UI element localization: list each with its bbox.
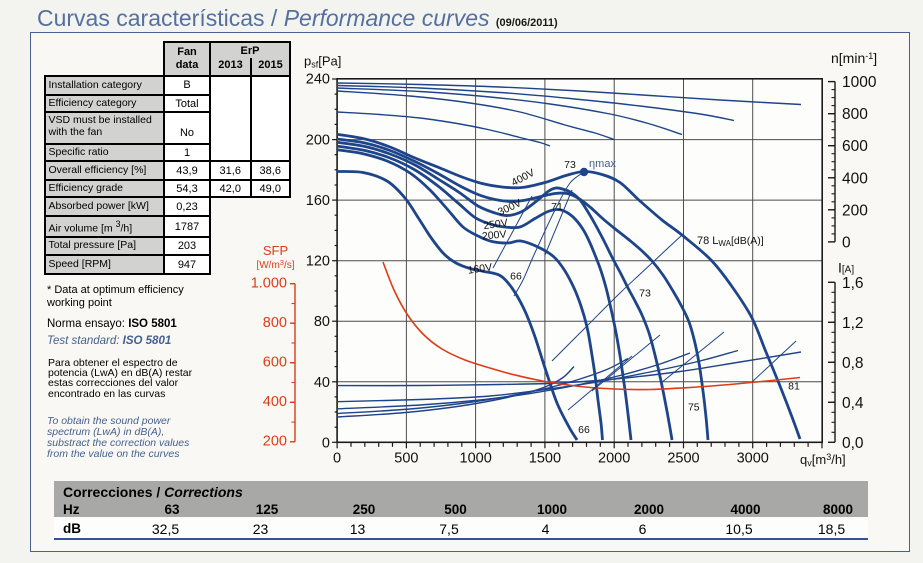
svg-text:66: 66 <box>510 271 522 283</box>
svg-text:3000: 3000 <box>737 451 769 467</box>
svg-text:1,6: 1,6 <box>842 275 864 292</box>
svg-text:200: 200 <box>306 133 330 149</box>
svg-text:78 LWA[dB(A)]: 78 LWA[dB(A)] <box>697 235 764 248</box>
svg-text:0: 0 <box>842 234 851 251</box>
svg-text:73: 73 <box>564 159 576 171</box>
svg-text:160: 160 <box>306 193 330 209</box>
svg-text:0,0: 0,0 <box>842 435 864 452</box>
svg-text:psf[Pa]: psf[Pa] <box>304 54 341 70</box>
svg-text:n[min-1]: n[min-1] <box>831 50 877 66</box>
svg-text:160V: 160V <box>467 261 493 276</box>
svg-text:240: 240 <box>306 72 330 88</box>
svg-text:200: 200 <box>263 434 287 450</box>
svg-text:800: 800 <box>842 106 868 123</box>
svg-text:75: 75 <box>688 402 700 414</box>
svg-text:1500: 1500 <box>529 451 561 467</box>
svg-text:0,4: 0,4 <box>842 395 864 412</box>
svg-text:qv[m3/h]: qv[m3/h] <box>800 452 846 468</box>
svg-text:1000: 1000 <box>460 451 492 467</box>
svg-text:SFP: SFP <box>263 243 288 258</box>
svg-text:0: 0 <box>322 435 330 451</box>
svg-text:[W/m3/s]: [W/m3/s] <box>256 258 294 271</box>
svg-text:200V: 200V <box>481 228 506 242</box>
svg-text:200: 200 <box>842 202 868 219</box>
svg-text:250V: 250V <box>483 217 509 232</box>
svg-text:81: 81 <box>788 381 800 393</box>
svg-text:I[A]: I[A] <box>838 260 854 276</box>
svg-text:400: 400 <box>263 394 287 410</box>
svg-text:400: 400 <box>842 170 868 187</box>
svg-text:1000: 1000 <box>842 74 877 91</box>
svg-text:120: 120 <box>306 254 330 270</box>
svg-text:600: 600 <box>842 138 868 155</box>
svg-text:2000: 2000 <box>598 451 630 467</box>
svg-text:ηmax: ηmax <box>589 158 616 170</box>
svg-text:80: 80 <box>314 314 330 330</box>
svg-text:600: 600 <box>263 355 287 371</box>
svg-text:0: 0 <box>333 451 341 467</box>
svg-text:0,8: 0,8 <box>842 355 864 372</box>
svg-text:40: 40 <box>314 375 330 391</box>
svg-text:1.000: 1.000 <box>251 275 287 291</box>
svg-text:71: 71 <box>551 201 563 213</box>
svg-text:800: 800 <box>263 315 287 331</box>
svg-text:2500: 2500 <box>667 451 699 467</box>
svg-text:66: 66 <box>578 424 590 436</box>
svg-text:500: 500 <box>394 451 418 467</box>
svg-text:1,2: 1,2 <box>842 315 864 332</box>
svg-text:73: 73 <box>639 288 651 300</box>
